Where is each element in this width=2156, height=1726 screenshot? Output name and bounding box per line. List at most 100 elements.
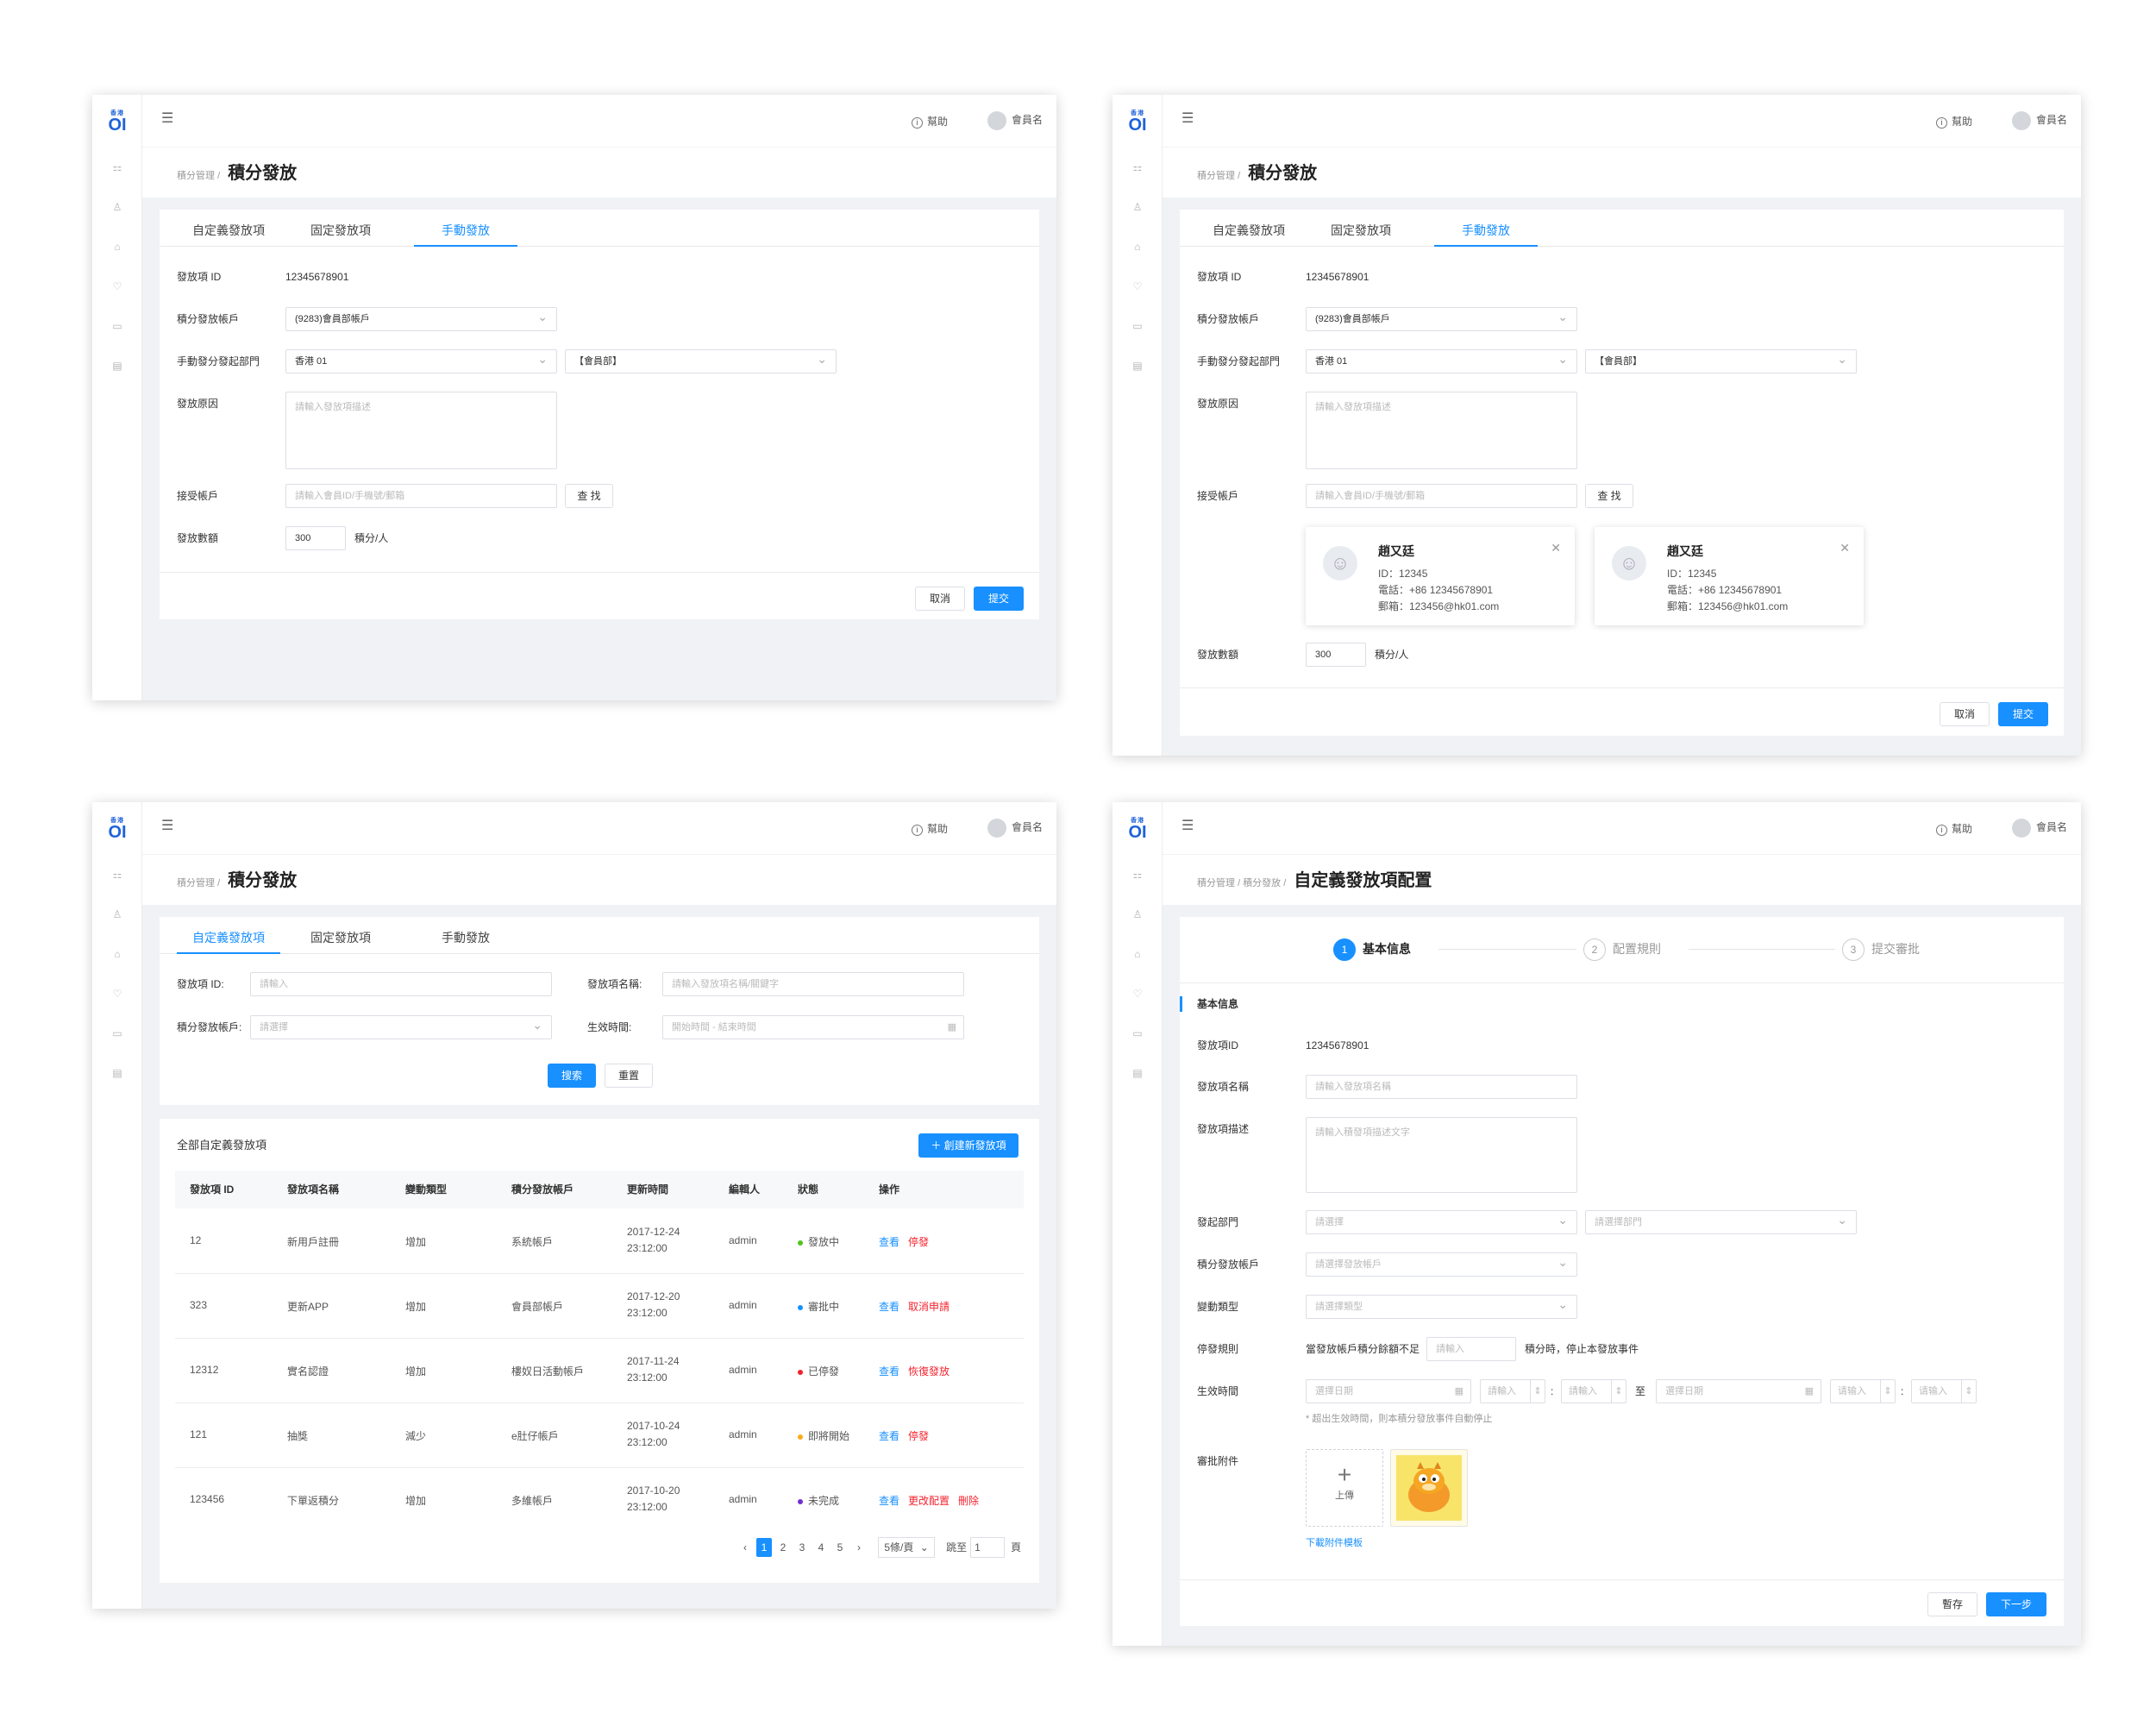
- reason-textarea[interactable]: 請輸入發放項描述: [1306, 392, 1577, 469]
- receiver-input[interactable]: 請輸入會員ID/手機號/郵箱: [1306, 484, 1577, 508]
- calendar-icon[interactable]: ▭: [112, 320, 122, 332]
- user-menu[interactable]: 會員名: [2012, 110, 2067, 130]
- dept-region-select[interactable]: 香港 01: [285, 348, 557, 373]
- start-date-input[interactable]: 選擇日期: [1306, 1379, 1471, 1403]
- dashboard-icon[interactable]: ⚏: [1132, 869, 1143, 881]
- tab-manual[interactable]: 手動發放: [442, 931, 490, 945]
- account-select[interactable]: (9283)會員部帳戶: [285, 305, 557, 331]
- page-1[interactable]: 1: [756, 1538, 772, 1557]
- logo[interactable]: 香港 OI: [1128, 818, 1147, 842]
- account-select[interactable]: (9283)會員部帳戶: [1306, 305, 1577, 331]
- tab-fixed[interactable]: 固定發放項: [1331, 223, 1391, 237]
- end-date-input[interactable]: 選擇日期: [1656, 1379, 1821, 1403]
- page-3[interactable]: 3: [799, 1541, 805, 1553]
- shield-icon[interactable]: ♡: [112, 280, 122, 292]
- action-link[interactable]: 恢復發放: [908, 1365, 950, 1378]
- help-link[interactable]: i 幫助: [1936, 114, 1972, 129]
- user-menu[interactable]: 會員名: [987, 110, 1043, 130]
- document-icon[interactable]: ▤: [112, 1067, 122, 1079]
- action-link[interactable]: 刪除: [958, 1495, 980, 1507]
- download-template-link[interactable]: 下載附件模板: [1306, 1538, 1363, 1548]
- cancel-button[interactable]: 取消: [915, 587, 965, 611]
- crumb-root[interactable]: 積分管理: [1197, 171, 1235, 181]
- stop-threshold-input[interactable]: 請輸入: [1426, 1337, 1516, 1361]
- view-link[interactable]: 查看: [879, 1365, 900, 1378]
- user-icon[interactable]: ♙: [1132, 908, 1143, 920]
- amount-input[interactable]: 300: [285, 526, 346, 550]
- crumb-root[interactable]: 積分管理: [177, 878, 215, 888]
- menu-toggle-icon[interactable]: ☰: [161, 819, 174, 833]
- user-icon[interactable]: ♙: [1132, 201, 1143, 213]
- type-select[interactable]: 請選擇類型: [1306, 1293, 1577, 1319]
- help-link[interactable]: i 幫助: [1936, 821, 1972, 836]
- search-button[interactable]: 查 找: [565, 484, 613, 508]
- user-icon[interactable]: ♙: [112, 201, 122, 213]
- tab-fixed[interactable]: 固定發放項: [310, 931, 371, 945]
- desc-textarea[interactable]: 請輸入積發項描述文字: [1306, 1117, 1577, 1193]
- dept-name-select[interactable]: 【會員部】: [1585, 348, 1857, 373]
- amount-input[interactable]: 300: [1306, 643, 1366, 667]
- crumb-mid[interactable]: 積分發放: [1243, 878, 1282, 888]
- next-step-button[interactable]: 下一步: [1986, 1592, 2046, 1616]
- page-2[interactable]: 2: [780, 1541, 787, 1553]
- name-input[interactable]: 請輸入發放項名稱: [1306, 1075, 1577, 1099]
- tab-custom[interactable]: 自定義發放項: [177, 929, 280, 954]
- filter-id-input[interactable]: 請輸入: [250, 972, 552, 996]
- submit-button[interactable]: 提交: [974, 587, 1024, 611]
- search-button[interactable]: 搜索: [548, 1064, 596, 1088]
- help-link[interactable]: i 幫助: [912, 821, 948, 836]
- tab-manual[interactable]: 手動發放: [414, 222, 517, 247]
- lock-icon[interactable]: ⌂: [1134, 948, 1141, 960]
- crumb-root[interactable]: 積分管理: [1197, 878, 1235, 888]
- help-link[interactable]: i 幫助: [912, 114, 948, 129]
- lock-icon[interactable]: ⌂: [114, 948, 121, 960]
- page-4[interactable]: 4: [818, 1541, 824, 1553]
- end-minute-input[interactable]: 请输入: [1911, 1379, 1977, 1403]
- filter-name-input[interactable]: 請輸入發放項名稱/關鍵字: [662, 972, 964, 996]
- cancel-button[interactable]: 取消: [1940, 702, 1990, 726]
- view-link[interactable]: 查看: [879, 1495, 900, 1507]
- page-5[interactable]: 5: [837, 1541, 843, 1553]
- document-icon[interactable]: ▤: [112, 360, 122, 372]
- dept-select[interactable]: 請選擇: [1306, 1208, 1577, 1234]
- shield-icon[interactable]: ♡: [1132, 988, 1143, 1000]
- page-size-select[interactable]: 5條/頁 ⌄: [878, 1537, 935, 1558]
- menu-toggle-icon[interactable]: ☰: [1181, 111, 1194, 126]
- search-button[interactable]: 查 找: [1585, 484, 1633, 508]
- dept-region-select[interactable]: 香港 01: [1306, 348, 1577, 373]
- user-menu[interactable]: 會員名: [2012, 818, 2067, 838]
- reset-button[interactable]: 重置: [605, 1064, 653, 1088]
- dashboard-icon[interactable]: ⚏: [1132, 161, 1143, 173]
- dashboard-icon[interactable]: ⚏: [112, 869, 122, 881]
- view-link[interactable]: 查看: [879, 1430, 900, 1442]
- dashboard-icon[interactable]: ⚏: [112, 161, 122, 173]
- menu-toggle-icon[interactable]: ☰: [1181, 819, 1194, 833]
- lock-icon[interactable]: ⌂: [114, 241, 121, 253]
- tab-custom[interactable]: 自定義發放項: [192, 223, 265, 237]
- start-minute-input[interactable]: 請輸入: [1561, 1379, 1626, 1403]
- lock-icon[interactable]: ⌂: [1134, 241, 1141, 253]
- jump-input[interactable]: 1: [970, 1537, 1006, 1558]
- user-menu[interactable]: 會員名: [987, 818, 1043, 838]
- logo[interactable]: 香港 OI: [108, 818, 127, 842]
- dept-name-select[interactable]: 【會員部】: [565, 348, 837, 373]
- save-draft-button[interactable]: 暫存: [1927, 1592, 1977, 1616]
- document-icon[interactable]: ▤: [1132, 1067, 1143, 1079]
- user-icon[interactable]: ♙: [112, 908, 122, 920]
- shield-icon[interactable]: ♡: [112, 988, 122, 1000]
- shield-icon[interactable]: ♡: [1132, 280, 1143, 292]
- view-link[interactable]: 查看: [879, 1301, 900, 1313]
- crumb-root[interactable]: 積分管理: [177, 171, 215, 181]
- close-icon[interactable]: ✕: [1839, 541, 1850, 555]
- calendar-icon[interactable]: ▭: [112, 1027, 122, 1039]
- document-icon[interactable]: ▤: [1132, 360, 1143, 372]
- action-link[interactable]: 更改配置: [908, 1495, 950, 1507]
- next-page[interactable]: ›: [857, 1541, 861, 1553]
- action-link[interactable]: 停發: [908, 1430, 930, 1442]
- create-button[interactable]: ＋ 創建新發放項: [918, 1133, 1018, 1158]
- attachment-thumbnail[interactable]: [1390, 1449, 1468, 1527]
- prev-page[interactable]: ‹: [743, 1541, 747, 1553]
- close-icon[interactable]: ✕: [1551, 541, 1561, 555]
- logo[interactable]: 香港 OI: [1128, 110, 1147, 135]
- filter-account-select[interactable]: 請選擇: [250, 1014, 552, 1039]
